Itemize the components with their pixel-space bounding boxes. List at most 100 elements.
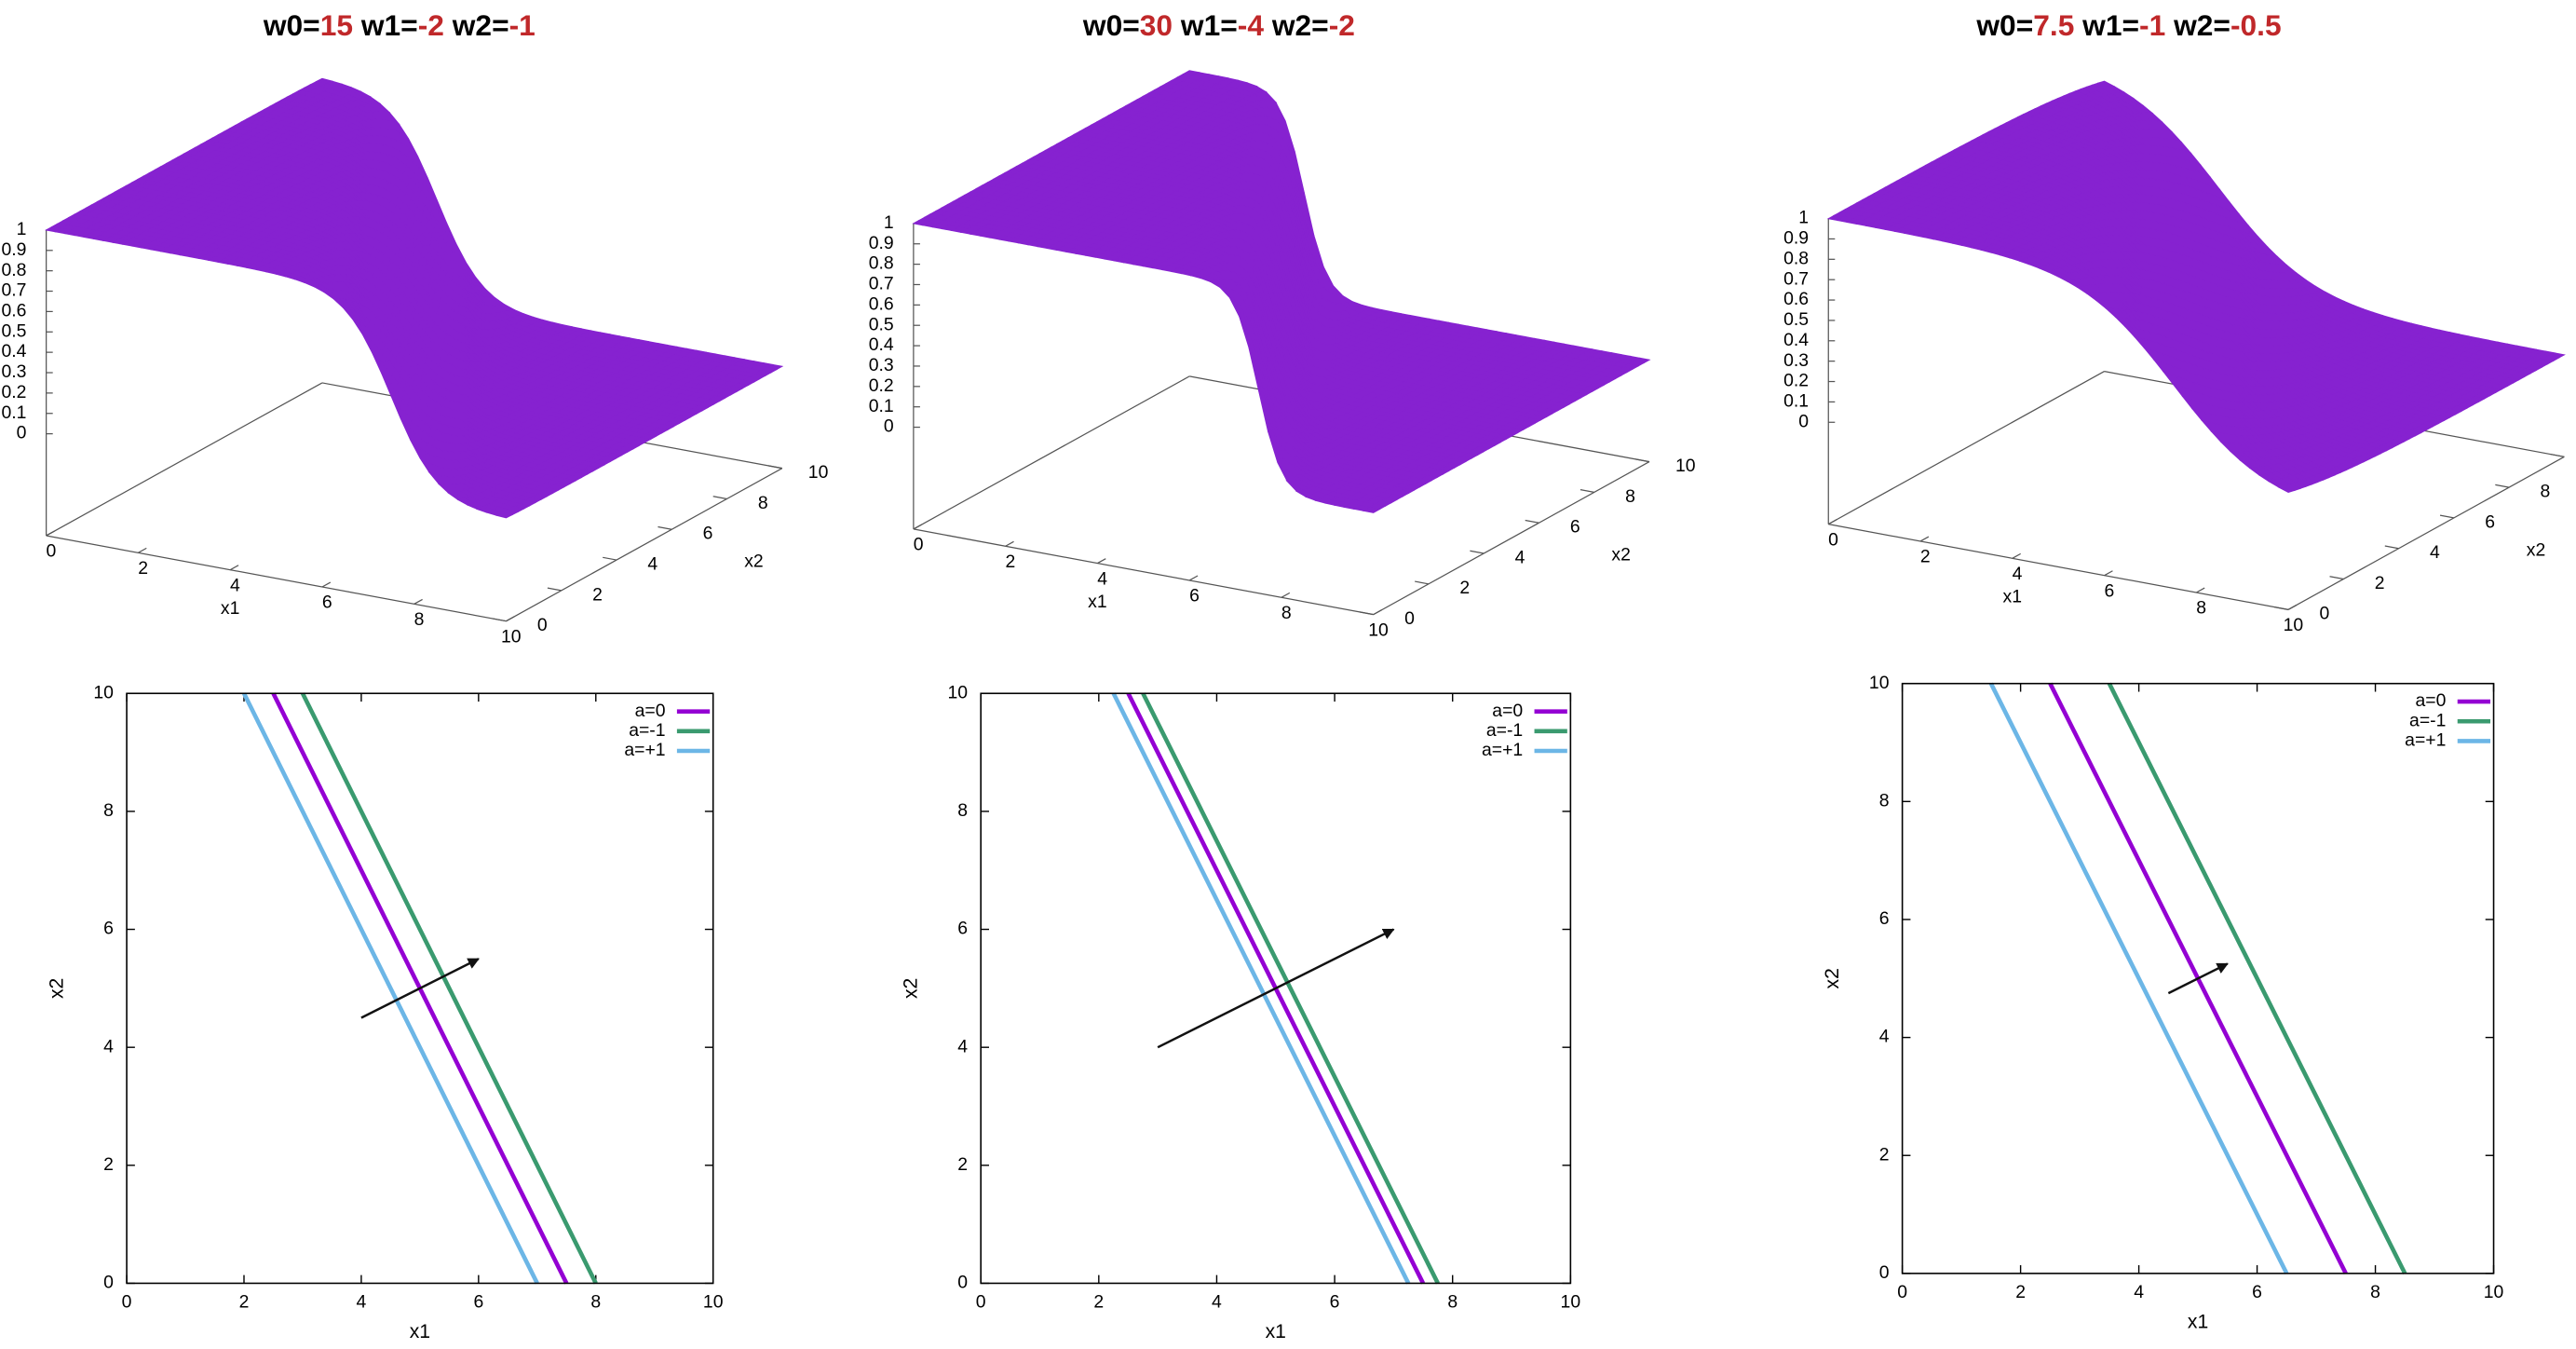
- y-tick-label: 0: [1404, 608, 1415, 629]
- x-tick-label: 2: [138, 558, 148, 579]
- x-tick-label: 6: [2104, 580, 2114, 601]
- title-value: -1: [2139, 8, 2165, 42]
- z-tick-label: 0.3: [2, 361, 27, 382]
- y-tick: [1359, 611, 1374, 616]
- z-tick-label: 0: [884, 416, 894, 437]
- x-tick: [46, 530, 55, 537]
- y-tick: [767, 465, 782, 470]
- z-tick-label: 0.7: [1783, 268, 1809, 289]
- base-edge: [506, 468, 783, 622]
- x-tick-label: 10: [1368, 620, 1389, 640]
- x-tick: [414, 598, 423, 605]
- x-tick: [138, 547, 147, 553]
- x-axis-label: x1: [2003, 587, 2022, 607]
- x-tick: [1281, 592, 1291, 598]
- z-tick-label: 0.4: [1783, 330, 1809, 350]
- z-tick-label: 0.5: [2, 320, 27, 341]
- y-tick-label: 4: [1515, 547, 1525, 567]
- x-axis-label: x1: [1088, 592, 1106, 612]
- y-tick-label: 0: [537, 615, 548, 635]
- title-label: w0=: [1082, 8, 1140, 42]
- title-label: w0=: [1975, 8, 2033, 42]
- x-tick-label: 4: [2013, 564, 2023, 584]
- base-edge: [913, 375, 1190, 530]
- z-tick-label: 1: [884, 212, 894, 233]
- x-tick-label: 0: [47, 541, 57, 562]
- y-tick-label: 2: [1459, 578, 1470, 598]
- x-tick-label: 10: [501, 626, 522, 647]
- y-tick: [1525, 519, 1539, 524]
- title-value: 7.5: [2033, 8, 2074, 42]
- surface: [912, 70, 1651, 513]
- z-tick-label: 0: [1798, 411, 1809, 431]
- z-tick-label: 0.8: [869, 253, 894, 274]
- x-tick: [1919, 536, 1930, 542]
- title-label: w2=: [2173, 8, 2230, 42]
- base-edge: [1828, 524, 2289, 610]
- x-tick-label: 8: [1281, 603, 1292, 623]
- y-tick: [2274, 606, 2289, 610]
- surface: [45, 77, 784, 519]
- z-tick-label: 0: [17, 423, 27, 443]
- y-axis-label: x2: [1611, 545, 1630, 565]
- z-tick-label: 0.2: [2, 382, 27, 402]
- x-tick-label: 8: [414, 609, 425, 630]
- x-tick-label: 2: [1920, 547, 1931, 567]
- y-tick: [2439, 514, 2454, 519]
- x-tick: [2012, 552, 2021, 559]
- title-value: -0.5: [2230, 8, 2282, 42]
- y-tick-label: 4: [2430, 542, 2440, 563]
- title-label: w1=: [1180, 8, 1238, 42]
- chart-title: w0=30 w1=-4 w2=-2: [1082, 8, 1355, 42]
- x-tick: [1188, 575, 1199, 581]
- chart-title: w0=7.5 w1=-1 w2=-0.5: [1975, 8, 2281, 42]
- title-value: -2: [418, 8, 444, 42]
- x-tick-label: 4: [1097, 568, 1107, 589]
- x-tick-label: 4: [230, 575, 240, 595]
- y-tick: [1579, 489, 1594, 494]
- y-tick-label: 6: [2485, 511, 2495, 532]
- y-tick: [1635, 458, 1650, 463]
- x-tick-label: 0: [1828, 529, 1838, 550]
- z-tick-label: 1: [17, 219, 27, 239]
- z-tick-label: 0.6: [869, 293, 894, 314]
- z-tick-label: 0.3: [869, 355, 894, 375]
- y-tick: [492, 618, 507, 622]
- x-axis-label: x1: [221, 598, 239, 619]
- base-edge: [913, 528, 1374, 616]
- y-tick-label: 2: [2375, 573, 2385, 593]
- x-tick: [229, 565, 239, 571]
- y-tick: [2495, 484, 2510, 488]
- y-tick-label: 8: [1625, 486, 1635, 507]
- z-tick-label: 0.7: [2, 280, 27, 301]
- x-tick-label: 0: [914, 535, 924, 555]
- z-tick-label: 0.8: [1783, 248, 1809, 268]
- x-tick-label: 6: [322, 593, 332, 613]
- base-edge: [1827, 371, 2105, 525]
- y-tick-label: 6: [1570, 517, 1580, 538]
- x-tick-label: 8: [2196, 598, 2206, 619]
- y-tick-label: 0: [2319, 604, 2329, 624]
- y-tick-label: 6: [703, 524, 713, 544]
- x-tick: [1827, 519, 1837, 525]
- z-tick-label: 0.4: [869, 334, 894, 355]
- z-tick-label: 0.1: [1783, 391, 1809, 412]
- y-tick: [2550, 453, 2565, 457]
- z-tick-label: 1: [1798, 208, 1809, 228]
- y-tick: [547, 587, 562, 592]
- surface: [1826, 80, 2566, 493]
- x-tick: [1005, 540, 1014, 547]
- z-tick-label: 0.2: [1783, 371, 1809, 391]
- y-tick-label: 10: [808, 462, 829, 483]
- y-tick: [603, 556, 617, 561]
- x-tick: [506, 616, 515, 622]
- x-tick: [2287, 604, 2298, 610]
- z-tick-label: 0.6: [2, 301, 27, 321]
- title-label: w0=: [263, 8, 320, 42]
- z-tick-label: 0.3: [1783, 350, 1809, 371]
- z-tick-label: 0.6: [1783, 289, 1809, 309]
- z-tick-label: 0.9: [1783, 228, 1809, 249]
- x-tick: [2196, 587, 2205, 593]
